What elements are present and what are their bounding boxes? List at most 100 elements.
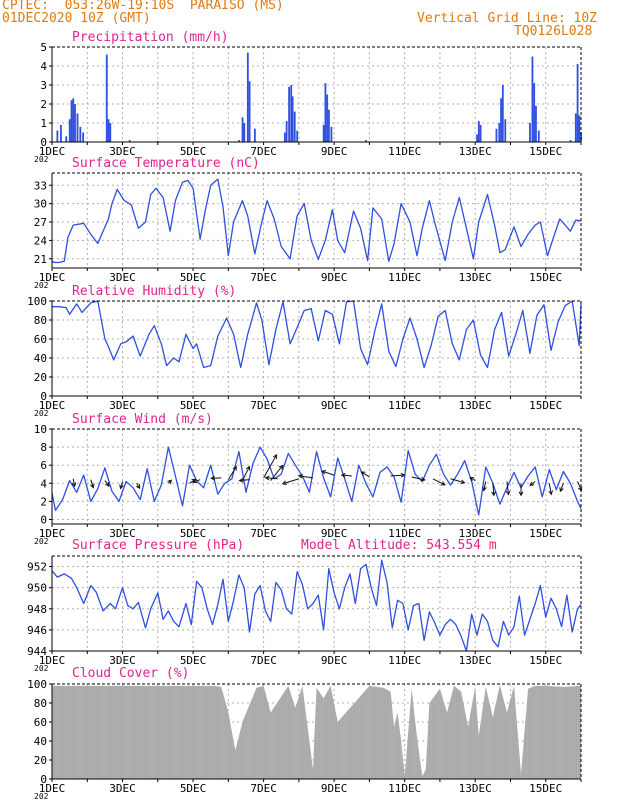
wind-arrow-head [238,477,244,483]
panel-4 [49,555,582,654]
cloud-cover-area [52,685,581,779]
y-tick-label: 40 [34,352,47,365]
wind-vector [282,478,300,485]
x-tick-label: 5DEC [180,145,207,158]
year-fragment: 202 [34,155,49,164]
precip-bar [60,124,62,142]
precip-bar [326,94,329,142]
y-tick-label: 24 [34,234,48,247]
precip-bar [56,130,59,142]
x-tick-label: 15DEC [529,654,562,667]
y-tick-label: 5 [40,41,47,54]
wind-arrow-head [400,472,406,478]
precip-bar [322,124,325,142]
x-tick-label: 7DEC [250,527,277,540]
x-tick-label: 11DEC [388,527,421,540]
wind-arrow-head [460,479,466,485]
wind-vector [559,483,564,492]
x-tick-label: 9DEC [321,271,348,284]
x-tick-label: 1DEC [39,527,66,540]
y-tick-label: 40 [34,735,47,748]
y-tick-label: 3 [40,79,47,92]
wind-arrow-head [491,491,496,497]
panel-3 [49,428,583,527]
y-tick-label: 30 [34,198,47,211]
precip-bar [330,126,333,142]
panel-0 [49,46,582,145]
wind-arrow-head [167,479,173,485]
precip-bar [531,56,534,142]
y-tick-label: 60 [34,333,47,346]
wind-vector [90,479,94,488]
wind-arrow-head [105,482,110,487]
wind-vector [450,478,465,484]
x-tick-label: 3DEC [109,654,136,667]
wind-arrow-head [297,473,303,479]
precip-bar [72,98,75,142]
y-tick-label: 4 [40,477,47,490]
wind-arrow-head [469,477,475,482]
precip-bar [79,126,82,142]
x-tick-label: 13DEC [459,782,492,795]
wind-arrow-head [192,478,198,484]
x-tick-label: 5DEC [180,654,207,667]
wind-arrow-head [278,464,284,470]
wind-vector [265,477,278,480]
y-tick-label: 952 [27,561,47,574]
precip-bar [238,140,240,142]
series-line [52,300,582,369]
x-tick-label: 7DEC [250,654,277,667]
x-tick-label: 13DEC [459,654,492,667]
wind-arrow-head [135,484,141,490]
y-tick-label: 946 [27,624,47,637]
x-tick-label: 1DEC [39,782,66,795]
precip-bar [74,104,76,142]
x-tick-label: 1DEC [39,399,66,412]
wind-vector [298,475,314,479]
wind-vector [506,481,509,495]
precip-bar [296,130,299,142]
x-tick-label: 15DEC [529,399,562,412]
panel-title: Surface Pressure (hPa) [72,538,244,553]
header-station: CPTEC: 053:26W-19:10S PARAISO (MS) [2,0,284,13]
y-tick-label: 20 [34,371,47,384]
precip-bar [578,115,581,142]
x-tick-label: 3DEC [109,527,136,540]
precip-bar [285,121,288,142]
precip-bar [535,105,537,142]
wind-vector [361,471,370,478]
panel-1 [49,172,582,271]
precip-bar [128,140,131,142]
precip-bar [82,132,85,142]
y-tick-label: 0 [40,773,47,786]
x-tick-label: 9DEC [321,654,348,667]
wind-arrow-head [90,483,95,489]
x-tick-label: 9DEC [321,527,348,540]
wind-arrow-head [210,475,216,481]
precip-bar [109,123,112,142]
wind-vector [211,477,222,479]
x-tick-label: 5DEC [180,527,207,540]
wind-vector [390,474,405,477]
x-tick-label: 13DEC [459,527,492,540]
x-tick-label: 7DEC [250,782,277,795]
panel-5 [49,683,582,782]
x-tick-label: 9DEC [321,782,348,795]
wind-vector [411,476,425,481]
precip-bar [569,140,572,142]
precip-bar [495,128,498,142]
wind-arrow-head [482,486,487,492]
x-tick-label: 15DEC [529,145,562,158]
panel-title: Cloud Cover (%) [72,666,189,681]
panel-2 [49,300,582,399]
wind-vector [104,480,110,487]
wind-vector [432,478,446,486]
wind-vector [577,481,582,491]
precip-bar [365,140,367,142]
x-tick-label: 15DEC [529,782,562,795]
series-line [51,559,582,652]
header-run-time: 01DEC2020 10Z (GMT) [2,11,151,26]
x-tick-label: 11DEC [388,782,421,795]
precip-bar [105,54,108,142]
